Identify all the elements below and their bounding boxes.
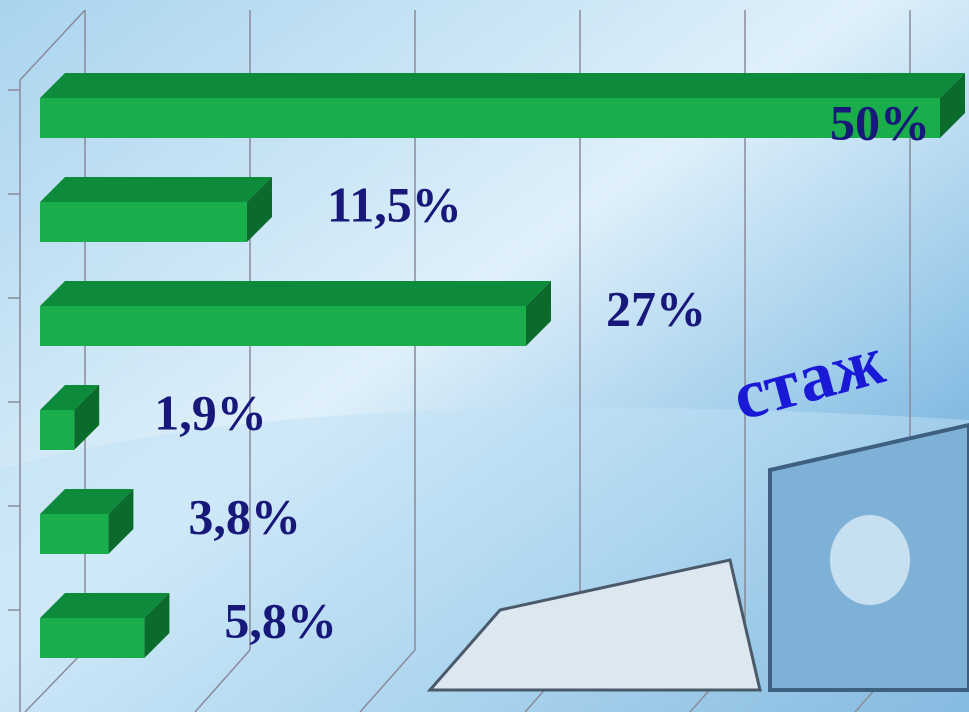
bar-side	[940, 73, 965, 138]
bar	[40, 410, 75, 450]
bar-side	[74, 385, 100, 450]
bar-top	[40, 177, 272, 202]
value-label: 3,8%	[188, 488, 301, 544]
value-label: 11,5%	[327, 176, 462, 232]
bar-side	[247, 177, 272, 242]
value-label: 5,8%	[224, 592, 337, 648]
bar-top	[40, 281, 551, 306]
bar-top	[40, 593, 170, 618]
bar	[40, 98, 940, 138]
bar-side	[144, 593, 170, 658]
bar	[40, 618, 145, 658]
bar-top	[40, 385, 100, 410]
bar	[40, 202, 247, 242]
bar	[40, 306, 526, 346]
value-label: 1,9%	[154, 384, 267, 440]
value-label: 27%	[606, 280, 706, 336]
bar-top	[40, 73, 965, 98]
bar	[40, 514, 109, 554]
bar-top	[40, 489, 134, 514]
laptop-illustration	[426, 422, 969, 692]
bar-side	[108, 489, 134, 554]
bar-side	[526, 281, 551, 346]
value-label: 50%	[830, 94, 930, 150]
